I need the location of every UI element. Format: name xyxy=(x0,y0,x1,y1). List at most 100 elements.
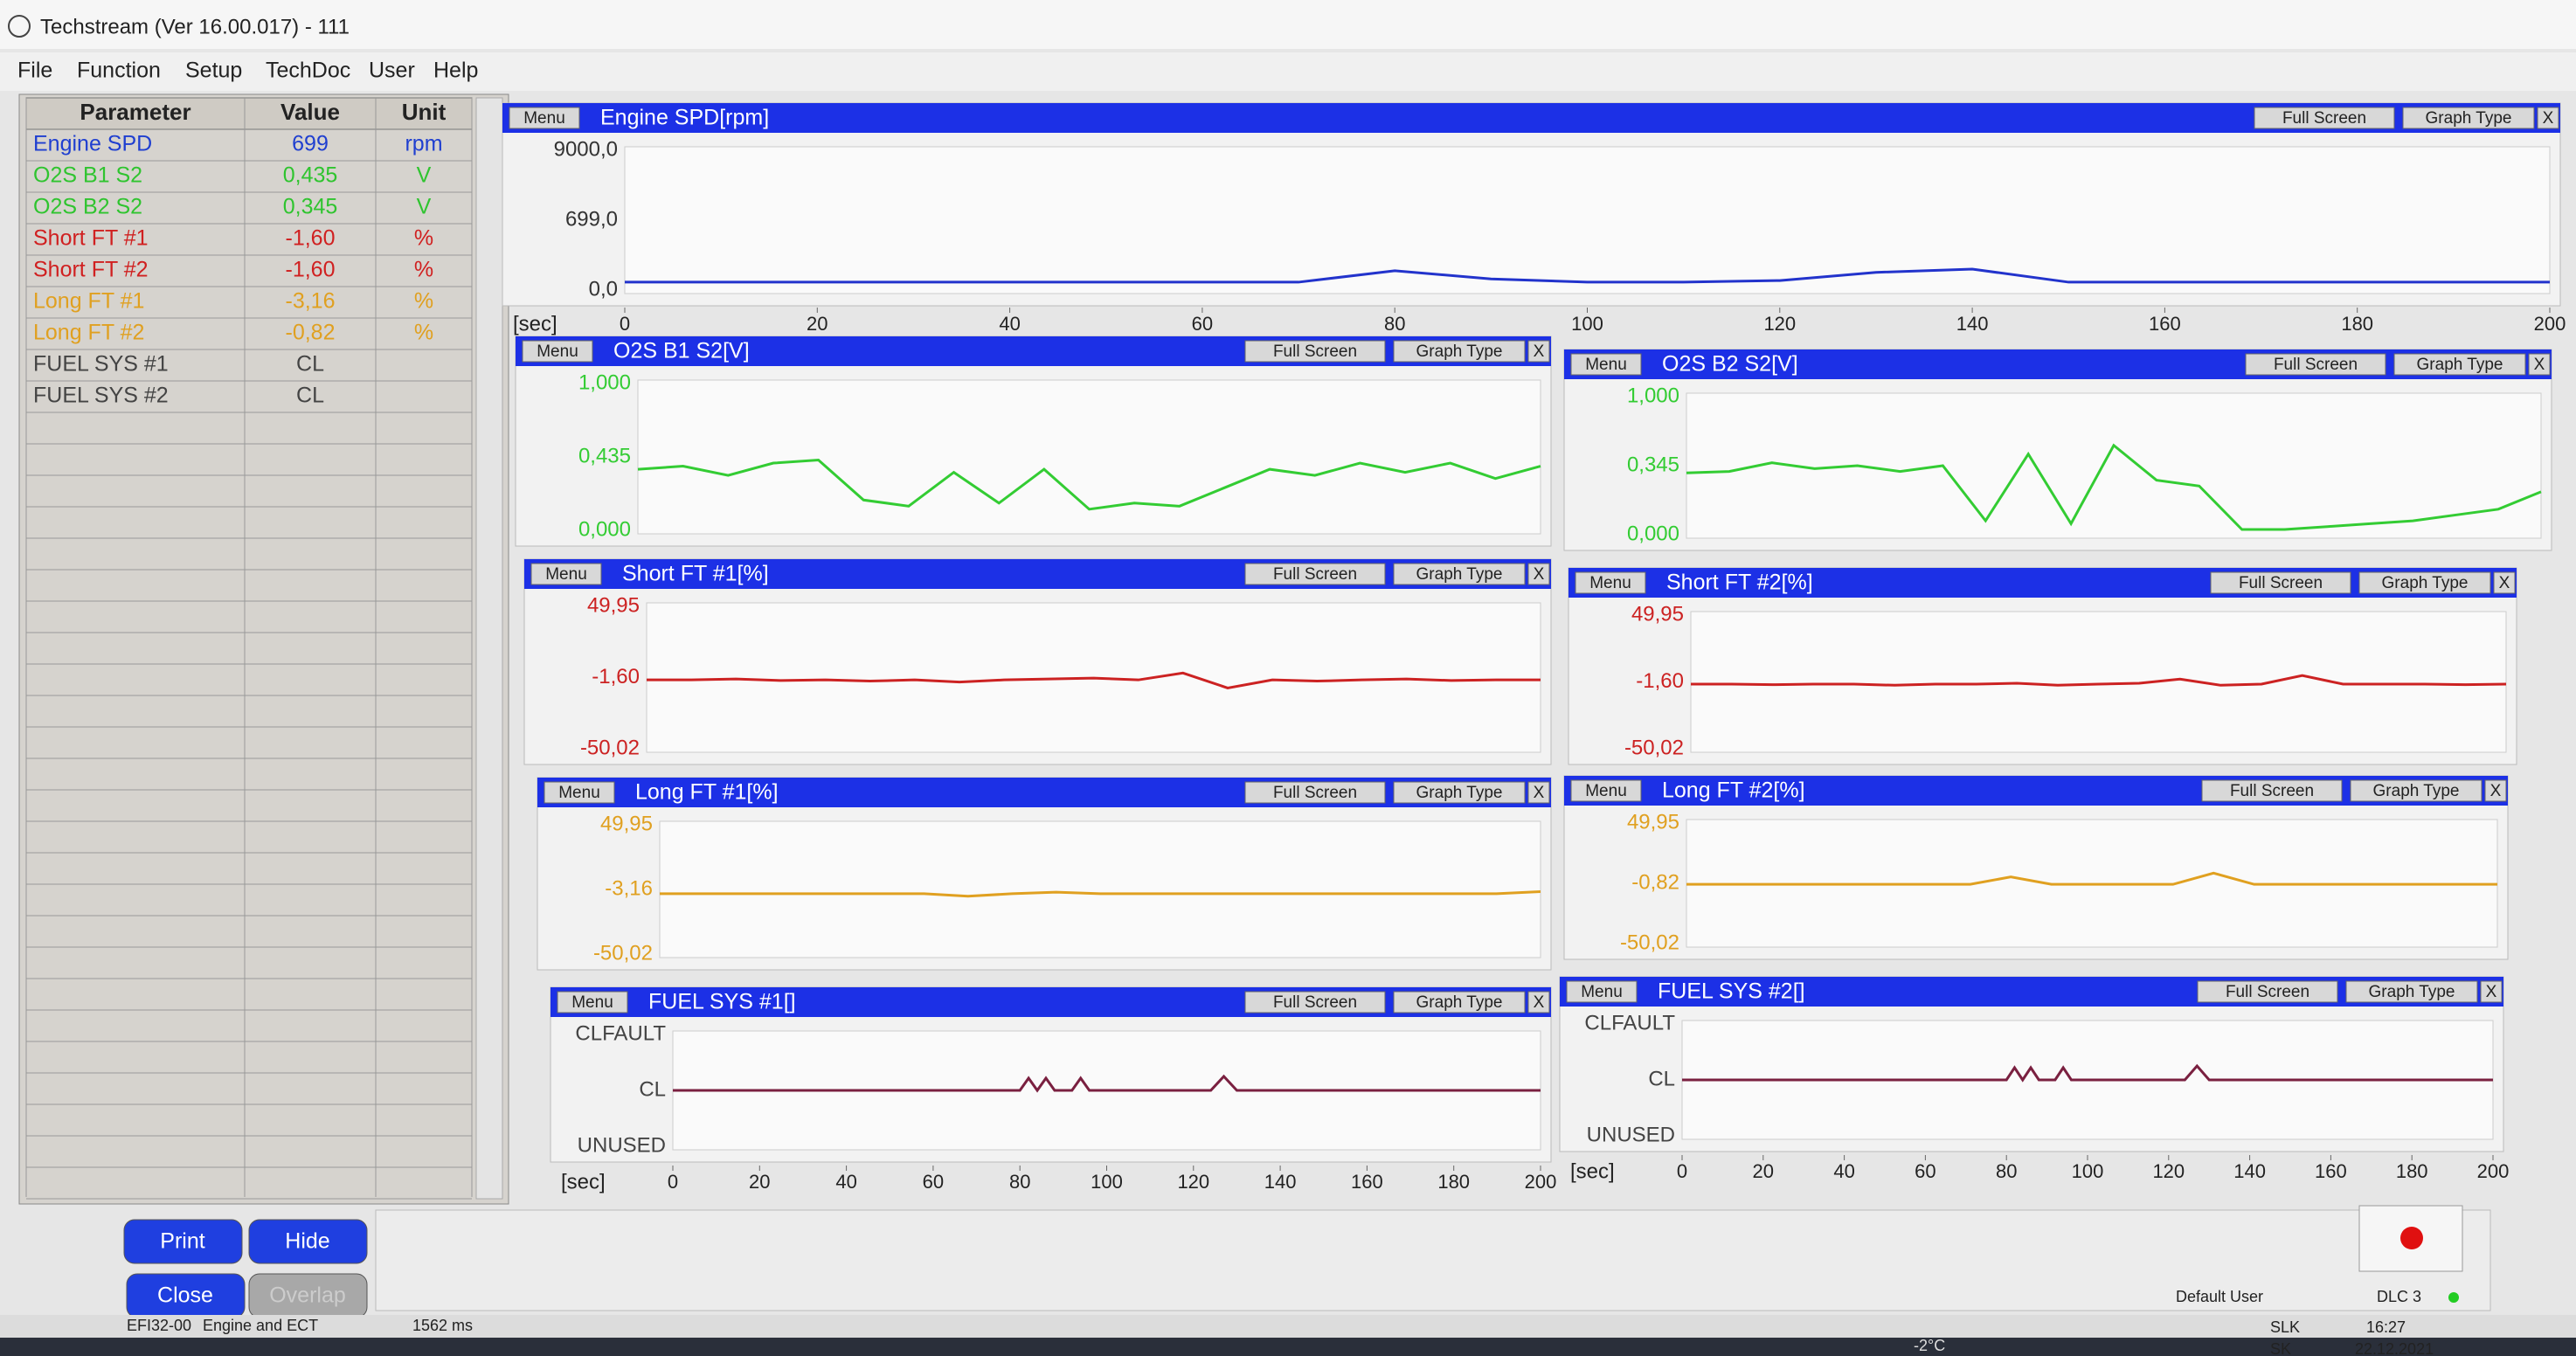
graph-button[interactable] xyxy=(1244,340,1386,363)
trace xyxy=(1686,871,2497,886)
x-tick-label: 60 xyxy=(923,1171,944,1193)
graph-button[interactable] xyxy=(2197,980,2338,1003)
table-cell: -0,82 xyxy=(286,321,336,345)
graph-button[interactable] xyxy=(1527,991,1550,1014)
window-title: Techstream (Ver 16.00.017) - 111 xyxy=(40,15,350,38)
graph-button[interactable] xyxy=(1527,563,1550,585)
graph-button[interactable] xyxy=(2528,353,2551,376)
table-cell: Long FT #2 xyxy=(33,321,144,345)
status-trace xyxy=(673,1074,1541,1093)
graph-header xyxy=(1568,568,2517,598)
x-unit: [sec] xyxy=(1570,1159,1615,1183)
x-tick-label: 180 xyxy=(2396,1160,2428,1182)
y-label: CLFAULT xyxy=(1584,1011,1675,1034)
graph-button-label: Full Screen xyxy=(2226,983,2309,1001)
y-label: -1,60 xyxy=(1636,669,1684,693)
table-cell: Long FT #1 xyxy=(33,289,144,314)
menu-button[interactable] xyxy=(1570,353,1642,376)
x-tick-label: 180 xyxy=(1437,1171,1470,1193)
trace xyxy=(637,458,1541,511)
graph-button[interactable] xyxy=(2493,571,2516,594)
menu-button[interactable] xyxy=(509,107,580,129)
menu-button[interactable] xyxy=(1575,571,1646,594)
x-tick-label: 140 xyxy=(2233,1160,2266,1182)
x-unit: [sec] xyxy=(513,312,557,336)
menu-button[interactable] xyxy=(1570,779,1642,802)
table-cell: 0,345 xyxy=(283,195,338,219)
menu-item: User xyxy=(369,59,415,83)
x-tick-label: 140 xyxy=(1956,313,1989,335)
y-label: 49,95 xyxy=(587,593,640,617)
title-bar xyxy=(0,0,2576,49)
graph-button[interactable] xyxy=(1527,340,1550,363)
status-bar xyxy=(0,1315,2576,1338)
table-cell: Engine SPD xyxy=(33,132,152,156)
x-tick-label: 200 xyxy=(2534,313,2566,335)
menu-item: File xyxy=(17,59,52,83)
y-label: UNUSED xyxy=(1587,1123,1675,1146)
menu-button-label: Menu xyxy=(1585,356,1627,374)
graph-button[interactable] xyxy=(1244,563,1386,585)
connection-led xyxy=(2448,1292,2459,1303)
menu-button[interactable] xyxy=(530,563,602,585)
x-tick-label: 0 xyxy=(620,313,630,335)
graph-button[interactable] xyxy=(2537,107,2559,129)
action-button-label: Hide xyxy=(285,1229,329,1254)
graph-button[interactable] xyxy=(2358,571,2491,594)
trace xyxy=(660,889,1541,898)
graph-button[interactable] xyxy=(2393,353,2526,376)
status-trace xyxy=(1682,1063,2493,1083)
x-tick-label: 120 xyxy=(2152,1160,2185,1182)
graph-button[interactable] xyxy=(1527,781,1550,804)
graph-button[interactable] xyxy=(2201,779,2343,802)
graph-button-label: Full Screen xyxy=(1273,993,1357,1012)
x-tick-label: 80 xyxy=(1384,313,1405,335)
table-cell: Short FT #2 xyxy=(33,258,149,282)
graph-button[interactable] xyxy=(1244,991,1386,1014)
graph-button-label: Full Screen xyxy=(2239,574,2323,592)
trace xyxy=(1686,443,2542,531)
y-label: CL xyxy=(639,1077,666,1101)
app-icon xyxy=(8,15,31,38)
y-label: -50,02 xyxy=(1620,931,1679,954)
graph-button[interactable] xyxy=(2484,779,2507,802)
table-panel xyxy=(18,93,509,1205)
trace xyxy=(625,267,2550,284)
graph-button[interactable] xyxy=(1393,781,1526,804)
graph-button[interactable] xyxy=(2350,779,2483,802)
taskbar-text: 16:27 xyxy=(2366,1318,2406,1336)
menu-button[interactable] xyxy=(1566,980,1638,1003)
graph-button[interactable] xyxy=(2402,107,2535,129)
table-cell: % xyxy=(414,226,433,251)
y-label: 0,000 xyxy=(1627,522,1679,545)
menu-button[interactable] xyxy=(557,991,628,1014)
action-button[interactable] xyxy=(248,1219,368,1264)
x-tick-label: 100 xyxy=(1091,1171,1123,1193)
graph-button-label: Graph Type xyxy=(2382,574,2469,592)
graph-button[interactable] xyxy=(2245,353,2386,376)
menu-button-label: Menu xyxy=(571,993,613,1012)
menu-button[interactable] xyxy=(522,340,593,363)
status-text: EFI32-00 xyxy=(127,1317,191,1334)
graph-button[interactable] xyxy=(1393,991,1526,1014)
action-button-label: Overlap xyxy=(269,1283,346,1308)
graph-button[interactable] xyxy=(1244,781,1386,804)
graph-button-label: X xyxy=(1534,784,1545,802)
y-label: -0,82 xyxy=(1631,870,1679,894)
action-button-label: Close xyxy=(157,1283,213,1308)
x-tick-label: 20 xyxy=(1753,1160,1774,1182)
action-button[interactable] xyxy=(123,1219,243,1264)
graph-button[interactable] xyxy=(2210,571,2351,594)
menu-button[interactable] xyxy=(544,781,615,804)
graph-button[interactable] xyxy=(1393,340,1526,363)
graph-button[interactable] xyxy=(2345,980,2478,1003)
trace xyxy=(647,671,1541,689)
graph-button[interactable] xyxy=(2480,980,2503,1003)
action-button-label: Print xyxy=(160,1229,204,1254)
x-tick-label: 200 xyxy=(1525,1171,1557,1193)
graph-header xyxy=(502,103,2560,133)
graph-title: FUEL SYS #2[] xyxy=(1658,979,1805,1004)
record-indicator[interactable] xyxy=(2400,1227,2423,1249)
graph-button[interactable] xyxy=(2254,107,2395,129)
graph-button[interactable] xyxy=(1393,563,1526,585)
